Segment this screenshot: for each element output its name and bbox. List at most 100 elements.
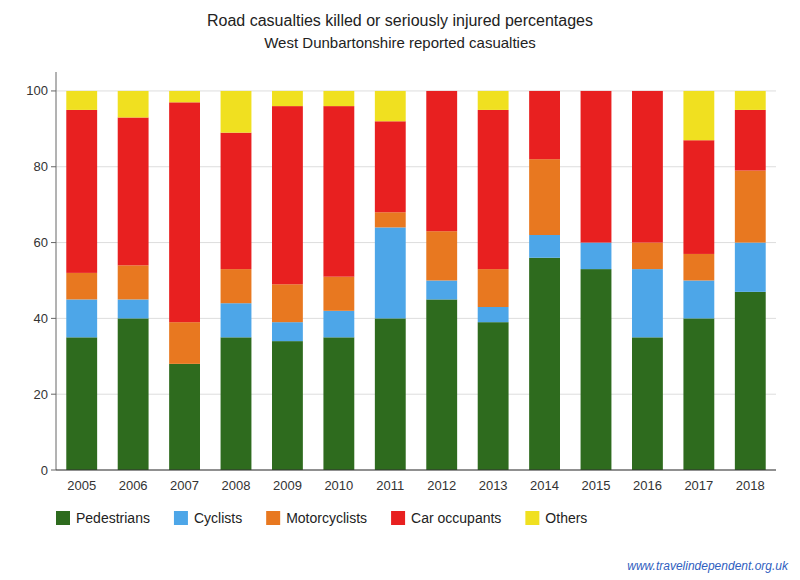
y-tick — [51, 394, 56, 395]
x-tick-label: 2011 — [376, 478, 404, 493]
bar-segment — [323, 277, 354, 311]
bar-segment — [118, 117, 149, 265]
y-tick — [51, 90, 56, 91]
bar-segment — [221, 91, 252, 133]
bar-segment — [529, 91, 560, 159]
bar-segment — [632, 90, 663, 91]
y-tick — [51, 242, 56, 243]
x-tick-label: 2013 — [479, 478, 508, 493]
title: Road casualties killed or seriously inju… — [207, 12, 593, 29]
y-tick-label: 80 — [34, 159, 48, 174]
grid-line — [56, 394, 776, 395]
bar-segment — [272, 106, 303, 284]
bar-segment — [221, 133, 252, 269]
bar-segment — [272, 91, 303, 106]
y-tick-label: 40 — [34, 311, 48, 326]
bar-segment — [323, 311, 354, 338]
bar-segment — [118, 91, 149, 118]
bar-segment — [375, 91, 406, 121]
x-tick-label: 2006 — [119, 478, 148, 493]
bar-segment — [118, 299, 149, 318]
bar-segment — [529, 258, 560, 470]
bar-segment — [683, 140, 714, 254]
grid-line — [56, 242, 776, 243]
bar-segment — [66, 299, 97, 337]
bar-segment — [375, 318, 406, 470]
y-tick — [51, 318, 56, 319]
bar-segment — [169, 91, 200, 102]
bar-segment — [478, 110, 509, 269]
bar-segment — [529, 159, 560, 235]
bar-segment — [478, 269, 509, 307]
bar-segment — [221, 337, 252, 470]
bar-segment — [426, 280, 457, 299]
bar-segment — [221, 269, 252, 303]
x-tick-label: 2005 — [67, 478, 96, 493]
x-tick-label: 2016 — [633, 478, 662, 493]
y-tick — [51, 470, 56, 471]
bar-segment — [529, 90, 560, 91]
legend-swatch — [525, 511, 539, 525]
bar-segment — [735, 292, 766, 470]
bar-segment — [426, 91, 457, 231]
bar-segment — [272, 284, 303, 322]
legend-label: Cyclists — [194, 510, 242, 526]
x-tick-label: 2010 — [324, 478, 353, 493]
grid-line — [56, 318, 776, 319]
bar-segment — [323, 337, 354, 470]
bar-segment — [221, 303, 252, 337]
bar-segment — [581, 90, 612, 91]
bar-segment — [66, 91, 97, 110]
bar-segment — [375, 227, 406, 318]
y-tick-label: 0 — [41, 463, 48, 478]
y-axis-line — [56, 72, 57, 470]
bar-segment — [683, 254, 714, 281]
bar-segment — [323, 106, 354, 277]
bar-segment — [581, 91, 612, 243]
bar-segment — [683, 318, 714, 470]
x-axis-line — [56, 470, 776, 471]
bar-segment — [66, 337, 97, 470]
legend-swatch — [56, 511, 70, 525]
bar-segment — [632, 243, 663, 270]
legend-label: Car occupants — [411, 510, 501, 526]
legend-swatch — [174, 511, 188, 525]
bar-segment — [272, 322, 303, 341]
x-tick-label: 2015 — [582, 478, 611, 493]
bar-segment — [323, 91, 354, 106]
y-tick-label: 60 — [34, 235, 48, 250]
bar-segment — [169, 322, 200, 364]
bar-segment — [735, 243, 766, 292]
legend-swatch — [266, 511, 280, 525]
bar-segment — [735, 171, 766, 243]
bar-segment — [478, 307, 509, 322]
bar-segment — [632, 269, 663, 337]
bar-segment — [375, 121, 406, 212]
bar-segment — [632, 91, 663, 243]
x-tick-label: 2008 — [222, 478, 251, 493]
bar-segment — [375, 212, 406, 227]
bar-segment — [169, 102, 200, 322]
grid — [56, 91, 776, 470]
legend-label: Pedestrians — [76, 510, 150, 526]
bar-segment — [581, 243, 612, 270]
bar-segment — [581, 269, 612, 470]
x-tick-label: 2014 — [530, 478, 559, 493]
y-tick-label: 20 — [34, 387, 48, 402]
legend: PedestriansCyclistsMotorcyclistsCar occu… — [56, 510, 587, 526]
grid-line — [56, 166, 776, 167]
x-tick-label: 2007 — [170, 478, 199, 493]
legend-label: Others — [545, 510, 587, 526]
bar-segment — [66, 273, 97, 300]
x-tick-label: 2012 — [427, 478, 456, 493]
bars — [66, 91, 765, 470]
grid-line — [56, 470, 776, 471]
bar-segment — [272, 341, 303, 470]
grid-line — [56, 90, 776, 91]
x-tick-label: 2018 — [736, 478, 765, 493]
bar-segment — [478, 91, 509, 110]
bar-segment — [426, 231, 457, 280]
background — [0, 0, 800, 580]
bar-segment — [478, 322, 509, 470]
x-tick-label: 2017 — [684, 478, 713, 493]
